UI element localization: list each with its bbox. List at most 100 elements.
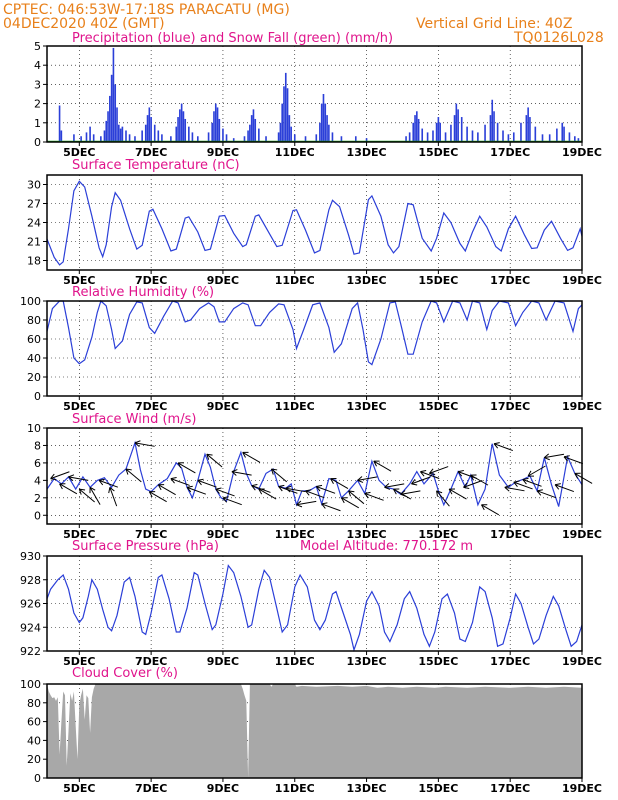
precip-bar <box>179 109 181 142</box>
x-tick-label: 11DEC <box>275 655 315 668</box>
wind-line <box>46 440 583 507</box>
wind-arrow <box>513 481 533 490</box>
x-tick-label: 13DEC <box>347 400 387 413</box>
x-tick-label: 5DEC <box>63 274 95 287</box>
wind-arrow <box>59 483 78 495</box>
precip-bar <box>412 122 415 142</box>
precip-bar <box>496 122 499 142</box>
x-tick-label: 9DEC <box>207 655 239 668</box>
wind-arrowhead <box>321 502 328 509</box>
wind-arrowhead <box>170 477 177 484</box>
precip-bar <box>249 124 251 142</box>
precip-bar <box>252 109 255 142</box>
x-tick-label: 15DEC <box>418 528 458 541</box>
wind-arrowhead <box>373 460 380 467</box>
x-tick-label: 17DEC <box>490 146 530 159</box>
wind-arrow <box>448 488 467 500</box>
precip-bar <box>225 134 228 142</box>
y-tick-label: 27 <box>27 198 41 211</box>
wind-arrow <box>420 471 440 479</box>
wind-arrowhead <box>448 488 455 495</box>
wind-arrow <box>98 479 119 488</box>
precip-bar <box>150 117 152 142</box>
y-tick-label: 60 <box>27 716 41 729</box>
x-tick-label: 15DEC <box>418 274 458 287</box>
precip-bar <box>279 122 282 142</box>
wind-arrow <box>321 503 341 512</box>
wind-arrow <box>231 471 252 476</box>
wind-arrow <box>411 476 431 485</box>
wind-arrow <box>544 453 565 459</box>
wind-arrowhead <box>222 496 229 503</box>
wind-arrow <box>215 488 235 497</box>
precip-bar <box>89 126 91 142</box>
wind-arrow <box>348 490 365 505</box>
precip-bar <box>216 107 219 142</box>
precip-bar <box>444 132 447 142</box>
x-tick-label: 15DEC <box>418 146 458 159</box>
wind-arrowhead <box>68 474 75 482</box>
precip-bar <box>118 124 120 142</box>
precip-bar <box>141 130 143 142</box>
wind-arrowhead <box>536 489 543 496</box>
y-tick-label: 8 <box>34 439 41 452</box>
precip-bar <box>416 111 418 142</box>
x-tick-label: 13DEC <box>347 146 387 159</box>
precip-bar <box>213 111 215 142</box>
precip-bar <box>60 130 63 142</box>
y-tick-label: 100 <box>20 295 41 308</box>
wind-arrowhead <box>177 462 184 469</box>
wind-arrow <box>206 453 223 468</box>
wind-arrow <box>134 442 155 447</box>
wind-arrowhead <box>134 440 141 448</box>
wind-arrowhead <box>215 487 222 494</box>
wind-arrow <box>463 480 483 488</box>
precip-bar <box>331 132 334 142</box>
precip-bar <box>107 111 109 142</box>
wind-arrow <box>330 478 349 490</box>
panel-pres: 922 924 926 928 930 5DEC 7DEC 9DEC 11DEC 13DEC 15D… <box>20 539 602 668</box>
wind-arrow <box>186 486 206 495</box>
precip-bar <box>512 132 515 142</box>
panel-precip: 0 1 2 3 4 5 5DEC 7DEC 9DEC 11DEC 13DEC 15DEC 17DEC 19… <box>34 31 602 159</box>
precip-bar <box>417 118 420 142</box>
wind-arrow <box>285 487 306 493</box>
precip-bar <box>125 130 127 142</box>
wind-arrow <box>68 476 89 481</box>
precip-bar <box>73 134 75 142</box>
wind-arrowhead <box>231 469 238 476</box>
wind-arrowhead <box>493 442 500 449</box>
precip-bar <box>112 47 115 142</box>
wind-arrowhead <box>420 470 427 477</box>
wind-arrow <box>481 504 500 516</box>
wind-arrowhead <box>481 504 488 511</box>
x-tick-label: 5DEC <box>63 400 95 413</box>
wind-arrowhead <box>285 485 292 493</box>
precip-bar <box>170 136 172 142</box>
x-tick-label: 11DEC <box>275 528 315 541</box>
x-tick-label: 9DEC <box>207 274 239 287</box>
precip-bar <box>421 128 424 142</box>
panel-title: Surface Temperature (nC) <box>72 158 240 173</box>
x-tick-label: 11DEC <box>275 400 315 413</box>
wind-arrowhead <box>527 470 534 477</box>
precip-bar <box>426 132 429 142</box>
x-tick-label: 9DEC <box>207 782 239 795</box>
wind-arrow <box>429 466 449 474</box>
precip-bar <box>232 138 235 142</box>
wind-arrow <box>357 476 378 481</box>
precip-bar <box>281 103 283 142</box>
precip-bar <box>258 128 260 142</box>
panel-rh: 0 20 40 60 80 100 5DEC 7DEC 9DEC 11DEC 13DEC 15DEC 1… <box>20 285 602 413</box>
x-tick-label: 19DEC <box>562 782 602 795</box>
x-tick-label: 15DEC <box>418 400 458 413</box>
wind-arrowhead <box>148 491 156 498</box>
wind-arrowhead <box>400 490 407 497</box>
precip-bar <box>180 103 183 142</box>
precip-bar <box>286 88 289 142</box>
y-tick-label: 40 <box>27 352 41 365</box>
wind-arrow <box>258 488 277 500</box>
precip-bar <box>146 115 149 142</box>
wind-arrowhead <box>411 479 418 486</box>
wind-arrow <box>271 468 288 483</box>
